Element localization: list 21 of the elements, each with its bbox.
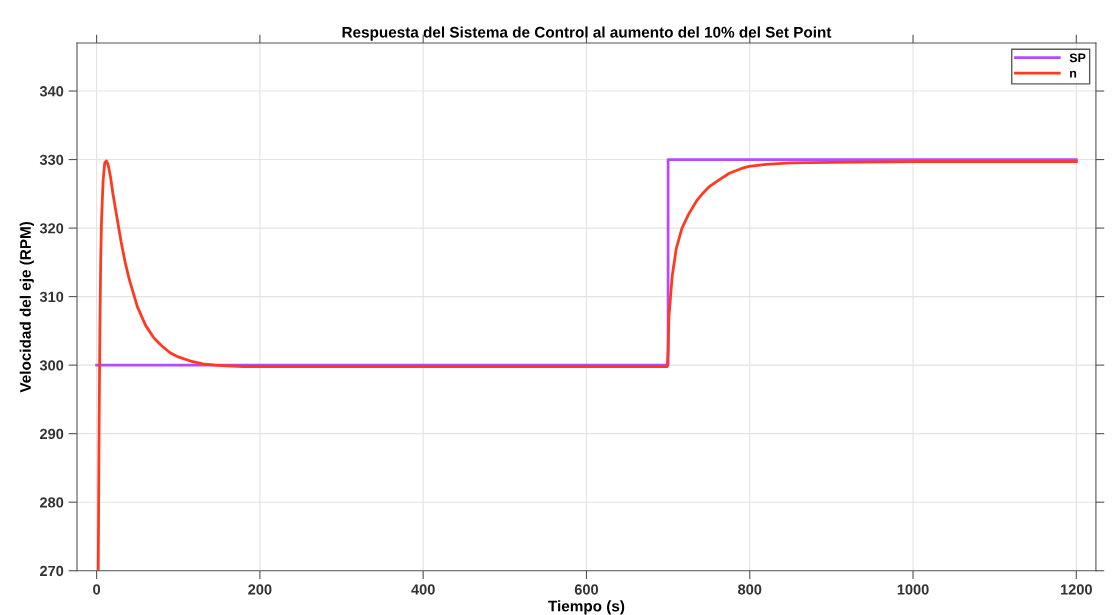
x-tick-label: 600 [574,584,599,595]
x-tick-label: 400 [411,584,435,595]
y-tick-label: 310 [39,291,64,303]
y-axis-title: Velocidad del eje (RPM) [19,221,34,393]
x-tick-label: 800 [738,584,762,595]
x-tick-label: 1000 [897,584,929,595]
x-axis-title: Tiempo (s) [548,600,625,615]
x-tick-label: 1200 [1061,584,1092,595]
line-series [96,159,1078,571]
y-tick-label: 270 [39,565,64,577]
y-tick-label: 340 [39,86,64,97]
y-tick-label: 290 [39,428,64,440]
y-tick-label: 330 [39,154,64,165]
legend-label: n [1070,70,1077,78]
y-tick-label: 280 [39,497,64,508]
legend-label: SP [1069,53,1086,63]
x-tick-label: 0 [93,584,101,595]
y-tick-label: 300 [39,360,64,371]
y-tick-label: 320 [39,223,64,234]
x-tick-label: 200 [248,584,272,595]
chart-title: Respuesta del Sistema de Control al aumento del 10% del Set Point [342,26,832,41]
